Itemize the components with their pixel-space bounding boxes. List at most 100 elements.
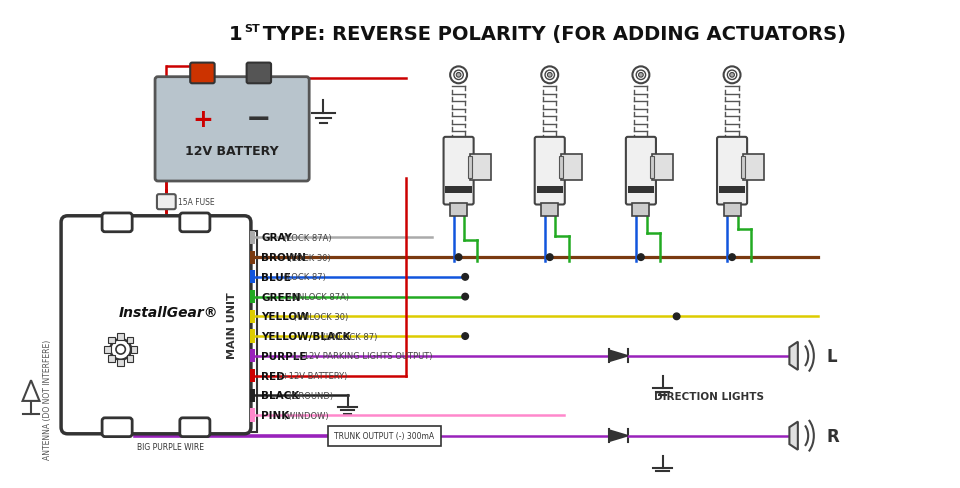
Circle shape [633, 67, 649, 84]
Bar [250, 271, 254, 284]
Bar [650, 156, 654, 179]
Text: TYPE: REVERSE POLARITY (FOR ADDING ACTUATORS): TYPE: REVERSE POLARITY (FOR ADDING ACTUA… [255, 25, 846, 44]
Bar [105, 346, 110, 353]
Circle shape [454, 71, 464, 81]
FancyBboxPatch shape [626, 138, 656, 205]
Polygon shape [609, 350, 628, 362]
Circle shape [110, 339, 131, 360]
Bar [117, 360, 124, 366]
Text: BLACK: BLACK [261, 390, 300, 401]
Bar [468, 156, 471, 179]
Bar [250, 349, 254, 363]
Text: YELLOW: YELLOW [261, 312, 309, 322]
Circle shape [636, 71, 646, 81]
Text: (LOCK 87A): (LOCK 87A) [280, 233, 331, 243]
Bar [127, 337, 133, 344]
Text: ST: ST [245, 24, 260, 34]
Bar [450, 203, 468, 216]
Bar [250, 389, 254, 402]
Polygon shape [789, 422, 798, 450]
Circle shape [724, 67, 740, 84]
Text: BLUE: BLUE [261, 272, 291, 282]
FancyBboxPatch shape [180, 214, 210, 232]
Text: PINK: PINK [261, 410, 290, 420]
Text: (WINDOW): (WINDOW) [280, 411, 328, 420]
FancyBboxPatch shape [327, 426, 442, 446]
Bar [559, 156, 563, 179]
Bar [250, 231, 254, 244]
Bar [469, 154, 491, 181]
FancyBboxPatch shape [180, 418, 210, 437]
FancyBboxPatch shape [190, 63, 215, 84]
Text: 15A FUSE: 15A FUSE [178, 198, 214, 207]
Text: (GROUND): (GROUND) [286, 391, 333, 400]
Circle shape [673, 313, 680, 320]
Text: 12V BATTERY: 12V BATTERY [185, 145, 279, 158]
Circle shape [462, 333, 468, 340]
Bar [108, 337, 114, 344]
Bar [250, 251, 254, 264]
Text: PURPLE: PURPLE [261, 351, 307, 361]
Text: GREEN: GREEN [261, 292, 300, 302]
Bar [719, 186, 745, 194]
Circle shape [545, 71, 555, 81]
Text: (UNLOCK 30): (UNLOCK 30) [291, 312, 348, 321]
Bar [250, 369, 254, 382]
FancyBboxPatch shape [717, 138, 747, 205]
FancyBboxPatch shape [247, 63, 271, 84]
Bar [537, 186, 563, 194]
FancyBboxPatch shape [444, 138, 473, 205]
Text: YELLOW/BLACK: YELLOW/BLACK [261, 331, 350, 342]
FancyBboxPatch shape [156, 78, 309, 182]
Text: MAIN UNIT: MAIN UNIT [228, 292, 237, 358]
Bar [633, 203, 649, 216]
Bar [248, 231, 256, 432]
Bar [724, 203, 740, 216]
FancyBboxPatch shape [156, 195, 176, 210]
Bar [117, 333, 124, 340]
Text: −: − [246, 105, 272, 134]
Text: (UNLOCK 87A): (UNLOCK 87A) [286, 292, 348, 302]
Text: (+12V PARKING LIGHTS OUTPUT): (+12V PARKING LIGHTS OUTPUT) [291, 351, 432, 361]
Text: 1: 1 [228, 25, 243, 44]
Bar [250, 330, 254, 343]
Bar [250, 310, 254, 323]
Text: TRUNK OUTPUT (-) 300mA: TRUNK OUTPUT (-) 300mA [334, 431, 435, 440]
Circle shape [728, 71, 736, 81]
Circle shape [637, 254, 644, 261]
Text: (LOCK 87): (LOCK 87) [280, 273, 325, 282]
FancyBboxPatch shape [535, 138, 564, 205]
Circle shape [730, 73, 734, 78]
Text: BROWN: BROWN [261, 253, 306, 263]
Polygon shape [609, 430, 628, 442]
Text: RED: RED [261, 371, 285, 381]
Circle shape [116, 345, 126, 354]
Bar [250, 290, 254, 304]
Text: GRAY: GRAY [261, 233, 292, 243]
Circle shape [729, 254, 735, 261]
Text: BIG PURPLE WIRE: BIG PURPLE WIRE [136, 442, 204, 451]
Text: DIRECTION LIGHTS: DIRECTION LIGHTS [654, 391, 763, 401]
Text: (+12V BATTERY): (+12V BATTERY) [276, 371, 348, 380]
Circle shape [541, 67, 558, 84]
Text: (UNLOCK 87): (UNLOCK 87) [320, 332, 377, 341]
Polygon shape [789, 342, 798, 370]
Circle shape [456, 73, 461, 78]
Circle shape [450, 67, 468, 84]
Bar [652, 154, 673, 181]
Circle shape [546, 254, 553, 261]
Circle shape [455, 254, 462, 261]
Bar [127, 356, 133, 362]
Text: InstallGear®: InstallGear® [118, 306, 218, 320]
Polygon shape [22, 381, 39, 401]
Circle shape [462, 294, 468, 300]
Circle shape [547, 73, 552, 78]
Text: ANTENNA (DO NOT INTERFERE): ANTENNA (DO NOT INTERFERE) [43, 339, 52, 459]
FancyBboxPatch shape [102, 214, 132, 232]
Text: R: R [827, 427, 840, 445]
Bar [131, 346, 137, 353]
Text: +: + [192, 108, 213, 132]
FancyBboxPatch shape [102, 418, 132, 437]
Bar [541, 203, 558, 216]
Bar [250, 408, 254, 422]
